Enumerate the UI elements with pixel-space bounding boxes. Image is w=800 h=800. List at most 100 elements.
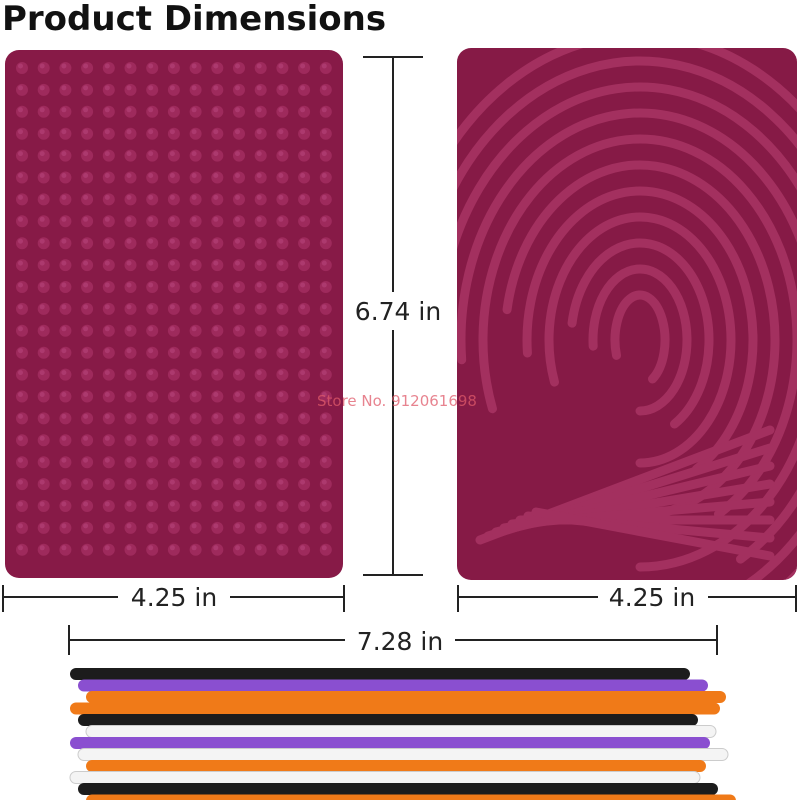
dot-highlight xyxy=(256,216,262,222)
dot-highlight xyxy=(278,216,284,222)
dot-highlight xyxy=(148,545,154,551)
total-width-label: 7.28 in xyxy=(357,627,443,656)
dot-highlight xyxy=(18,523,23,529)
dot-highlight xyxy=(256,107,262,113)
dot-highlight xyxy=(39,326,45,332)
dot-highlight xyxy=(191,392,197,397)
dot-highlight xyxy=(300,151,306,157)
dot-highlight xyxy=(18,85,23,91)
stick xyxy=(85,725,717,738)
dot-highlight xyxy=(104,107,110,113)
dot-highlight xyxy=(18,326,23,332)
stick xyxy=(86,691,726,703)
dot-highlight xyxy=(126,238,132,244)
dot-highlight xyxy=(169,413,175,419)
dot-highlight xyxy=(321,107,327,113)
dot-highlight xyxy=(104,282,110,288)
dot-highlight xyxy=(126,370,132,376)
dot-highlight xyxy=(18,63,23,69)
dot-highlight xyxy=(213,392,219,397)
dot-highlight xyxy=(235,260,240,266)
stick xyxy=(70,668,690,680)
dot-highlight xyxy=(321,282,327,288)
stick xyxy=(70,702,720,715)
dot-highlight xyxy=(300,523,306,529)
dot-highlight xyxy=(235,85,240,91)
dot-highlight xyxy=(278,85,284,91)
dot-highlight xyxy=(278,194,284,200)
dot-highlight xyxy=(213,435,219,441)
dot-highlight xyxy=(83,413,89,419)
dot-highlight xyxy=(235,348,240,354)
dot-highlight xyxy=(321,523,327,529)
dot-highlight xyxy=(169,545,175,551)
stick xyxy=(77,748,729,761)
dot-highlight xyxy=(126,63,132,69)
dot-highlight xyxy=(18,413,23,419)
dot-highlight xyxy=(169,107,175,113)
dot-highlight xyxy=(104,326,110,332)
dot-highlight xyxy=(169,435,175,441)
dot-highlight xyxy=(235,435,240,441)
dot-highlight xyxy=(235,107,240,113)
dot-highlight xyxy=(104,194,110,200)
dot-highlight xyxy=(256,304,262,310)
dot-highlight xyxy=(191,107,197,113)
dot-highlight xyxy=(169,326,175,332)
dot-highlight xyxy=(213,370,219,376)
dot-highlight xyxy=(321,545,327,551)
dot-highlight xyxy=(169,260,175,266)
dot-highlight xyxy=(39,85,45,91)
dot-highlight xyxy=(235,501,240,507)
dot-highlight xyxy=(213,238,219,244)
dot-highlight xyxy=(39,479,45,485)
dot-highlight xyxy=(61,457,67,463)
dot-highlight xyxy=(213,326,219,332)
stick xyxy=(69,771,701,784)
dot-highlight xyxy=(235,479,240,485)
dot-highlight xyxy=(256,326,262,332)
ridge xyxy=(478,134,797,519)
dot-highlight xyxy=(169,151,175,157)
dot-highlight xyxy=(256,501,262,507)
dot-highlight xyxy=(213,457,219,463)
dot-highlight xyxy=(321,413,327,419)
dot-highlight xyxy=(126,282,132,288)
dot-highlight xyxy=(169,523,175,529)
dot-highlight xyxy=(300,238,306,244)
mat-dots xyxy=(16,62,332,556)
dot-highlight xyxy=(235,457,240,463)
ridge xyxy=(588,264,692,416)
ridge xyxy=(531,507,775,561)
dot-highlight xyxy=(61,435,67,441)
dot-highlight xyxy=(126,392,132,397)
dot-highlight xyxy=(235,326,240,332)
dot-highlight xyxy=(39,63,45,69)
dot-highlight xyxy=(83,392,89,397)
dot-highlight xyxy=(321,85,327,91)
dot-highlight xyxy=(191,413,197,419)
dot-highlight xyxy=(213,216,219,222)
dot-highlight xyxy=(300,479,306,485)
dot-highlight xyxy=(18,435,23,441)
dot-highlight xyxy=(18,151,23,157)
dot-highlight xyxy=(300,85,306,91)
dot-highlight xyxy=(235,129,240,135)
dot-highlight xyxy=(104,457,110,463)
dot-highlight xyxy=(104,370,110,376)
dot-highlight xyxy=(104,173,110,178)
dot-highlight xyxy=(191,194,197,200)
dot-highlight xyxy=(300,129,306,135)
dot-highlight xyxy=(278,63,284,69)
dot-highlight xyxy=(83,129,89,135)
dot-highlight xyxy=(148,63,154,69)
dot-highlight xyxy=(278,370,284,376)
dot-highlight xyxy=(191,370,197,376)
dot-highlight xyxy=(61,260,67,266)
dot-highlight xyxy=(126,348,132,354)
label-bg xyxy=(350,292,446,330)
dot-highlight xyxy=(256,151,262,157)
dot-highlight xyxy=(235,523,240,529)
dot-highlight xyxy=(61,392,67,397)
dot-highlight xyxy=(235,151,240,157)
